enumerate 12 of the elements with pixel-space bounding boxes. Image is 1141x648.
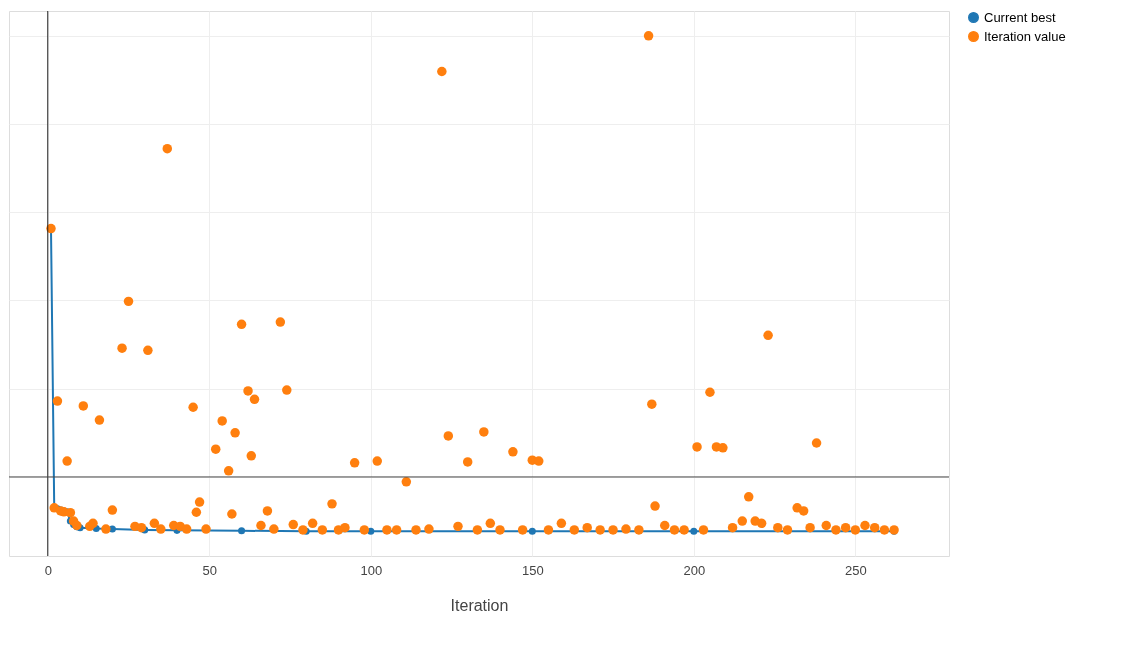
point — [690, 527, 698, 535]
x-axis-title: Iteration — [450, 596, 509, 614]
point — [238, 527, 246, 535]
legend-label: Iteration value — [984, 28, 1066, 44]
x-tick-label: 250 — [844, 562, 867, 578]
x-tick-label: 200 — [683, 562, 706, 578]
point — [528, 527, 536, 535]
legend-label: Current best — [984, 9, 1056, 25]
x-tick-label: 50 — [202, 562, 218, 578]
x-tick-label: 0 — [44, 562, 52, 578]
x-tick-label: 150 — [521, 562, 544, 578]
x-tick-label: 100 — [360, 562, 383, 578]
